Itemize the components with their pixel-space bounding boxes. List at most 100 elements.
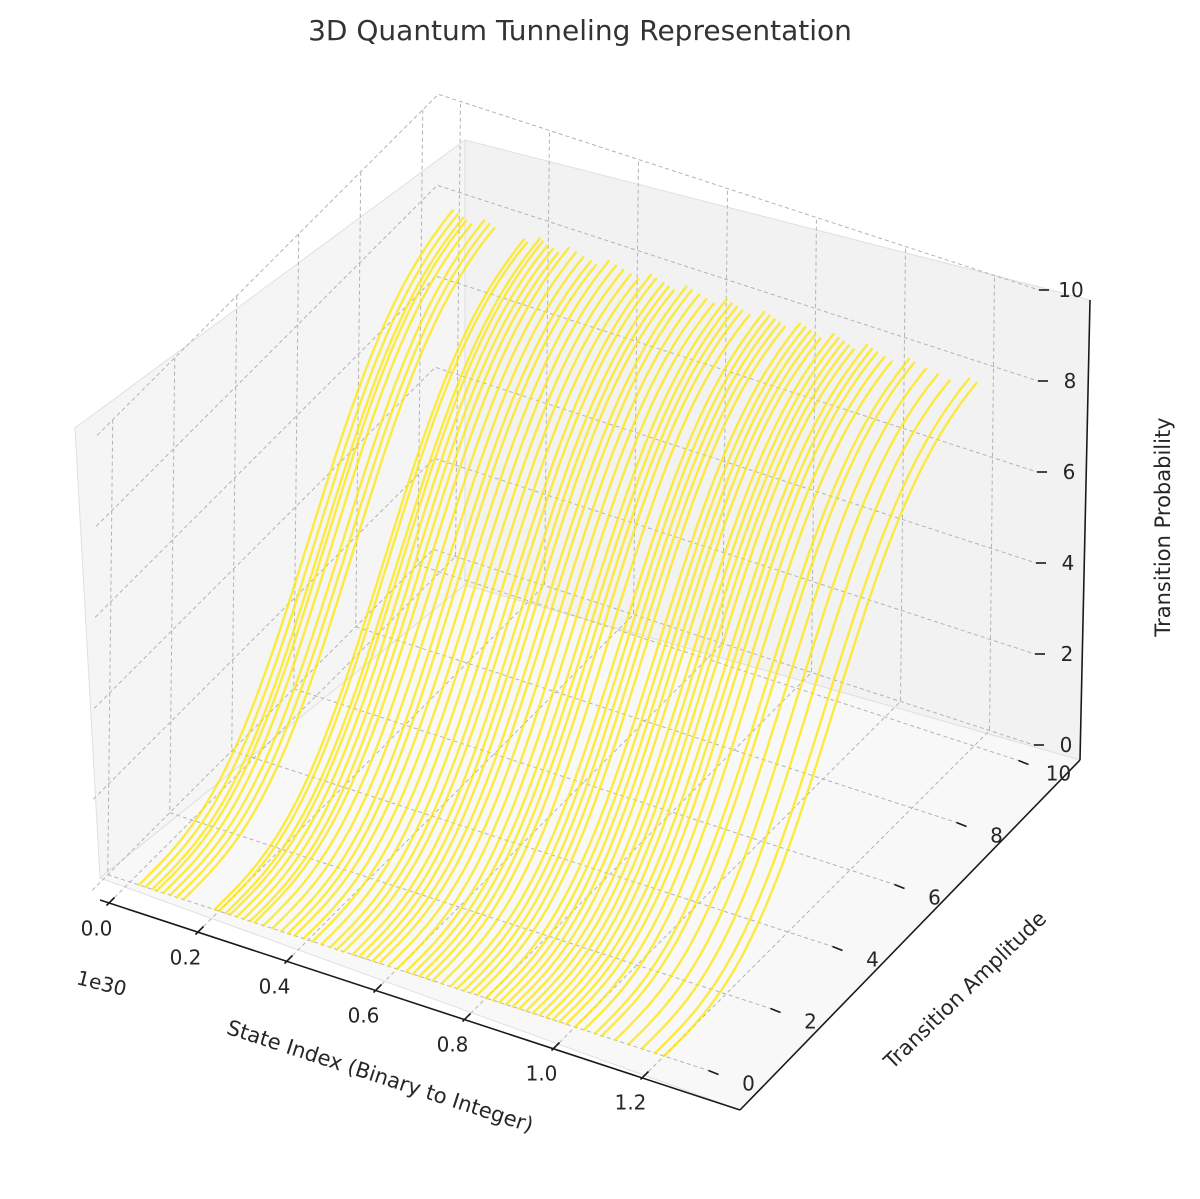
series-curve: [342, 277, 658, 953]
series-curve: [302, 264, 618, 940]
series-curve: [469, 321, 781, 995]
y-tick-label: 6: [928, 886, 941, 910]
z-gridline: [95, 184, 1039, 527]
y-tick-mark: [894, 883, 905, 890]
series-curve: [411, 298, 728, 976]
series-curve: [217, 241, 528, 913]
z-tick-label: 4: [1062, 551, 1075, 575]
z-tick-label: 2: [1061, 642, 1074, 666]
z-gridline: [96, 93, 1040, 436]
axes: [99, 299, 1091, 1111]
x-tick-mark: [283, 954, 294, 965]
z-tick-label: 8: [1064, 369, 1077, 393]
series-curve: [182, 226, 496, 901]
x-tick-mark: [372, 983, 383, 994]
x-tick-label: 1.2: [615, 1091, 647, 1115]
series-curve: [573, 355, 886, 1029]
series-curve: [564, 351, 879, 1026]
series-curve: [395, 297, 708, 971]
series-curve: [137, 209, 455, 887]
x-axis-label: State Index (Binary to Integer): [224, 1015, 536, 1137]
series-curve: [518, 333, 835, 1011]
y-tick-label: 10: [1046, 762, 1071, 786]
y-gridline: [169, 357, 771, 1009]
series-curve: [627, 373, 939, 1046]
x-tick-label: 0.0: [81, 917, 113, 941]
z-axis-line: [1079, 299, 1091, 761]
z-tick-label: 10: [1058, 278, 1083, 302]
x-tick-label: 0.2: [170, 946, 202, 970]
series-curve: [213, 238, 526, 911]
series-curve: [491, 326, 807, 1002]
z-gridline: [94, 275, 1038, 618]
series-curve: [582, 360, 893, 1032]
x-gridline: [292, 159, 639, 956]
series-curve: [662, 381, 978, 1058]
series-curve: [511, 337, 822, 1008]
series-curve: [593, 357, 911, 1035]
series-curve: [449, 310, 766, 988]
series-curve: [351, 281, 665, 956]
x-tick-mark: [639, 1070, 650, 1081]
series-curve: [462, 318, 776, 992]
x-tick-label: 0.6: [348, 1004, 380, 1028]
z-tick-label: 6: [1063, 460, 1076, 484]
series-curve: [538, 344, 850, 1017]
series-curve: [228, 240, 544, 916]
series-curve: [358, 285, 670, 958]
series-curve: [175, 222, 491, 899]
y-tick-label: 8: [990, 824, 1003, 848]
series-curve: [440, 314, 751, 985]
series-curve: [242, 247, 554, 921]
z-tick-label: 0: [1060, 733, 1073, 757]
ticks: 0.0 0.2 0.4 0.6 0.8 1.0 1.2 0 2 4 6 8 10 0 2 4 6 8 10: [81, 278, 1084, 1115]
series-curve: [151, 216, 465, 891]
curves: [137, 209, 978, 1058]
series-curve: [364, 289, 675, 961]
x-tick-mark: [550, 1041, 561, 1052]
series-curve: [253, 246, 570, 924]
series-curve: [653, 377, 971, 1055]
series-curve: [484, 322, 802, 1000]
series-curve: [544, 348, 856, 1019]
series-curve: [551, 344, 868, 1021]
y-tick-mark: [956, 821, 967, 828]
x-offset-label: 1e30: [74, 965, 129, 1001]
series-curve: [431, 309, 744, 982]
series-curve: [168, 219, 486, 897]
y-tick-mark: [832, 945, 843, 952]
series-curve: [262, 251, 578, 927]
series-curve: [524, 336, 840, 1013]
series-curve: [498, 329, 812, 1004]
series-curve: [335, 273, 653, 951]
x-tick-mark: [194, 925, 205, 936]
series-curve: [371, 285, 688, 963]
series-curve: [248, 251, 560, 923]
x-gridline: [648, 275, 995, 1072]
z-gridline: [92, 457, 1036, 800]
series-curve: [640, 379, 951, 1051]
series-curve: [418, 302, 733, 978]
series-curve: [293, 259, 610, 937]
y-tick-mark: [1018, 759, 1029, 766]
series-curve: [280, 260, 592, 933]
x-gridline: [381, 188, 728, 985]
y-gridline: [417, 109, 1019, 761]
y-tick-label: 2: [804, 1010, 817, 1034]
x-tick-mark: [461, 1012, 472, 1023]
series-curve: [329, 277, 640, 949]
y-tick-label: 0: [742, 1072, 755, 1096]
x-gridline: [203, 130, 550, 927]
y-tick-mark: [708, 1069, 719, 1076]
series-curve: [286, 263, 597, 935]
x-tick-mark: [105, 896, 116, 907]
series-curve: [311, 268, 625, 943]
series-curve: [162, 223, 473, 895]
series-curve: [386, 293, 701, 968]
series-curve: [504, 333, 817, 1006]
series-curve: [320, 273, 632, 946]
chart-title: 3D Quantum Tunneling Representation: [308, 14, 852, 47]
x-tick-label: 1.0: [526, 1062, 558, 1086]
x-tick-label: 0.8: [437, 1033, 469, 1057]
